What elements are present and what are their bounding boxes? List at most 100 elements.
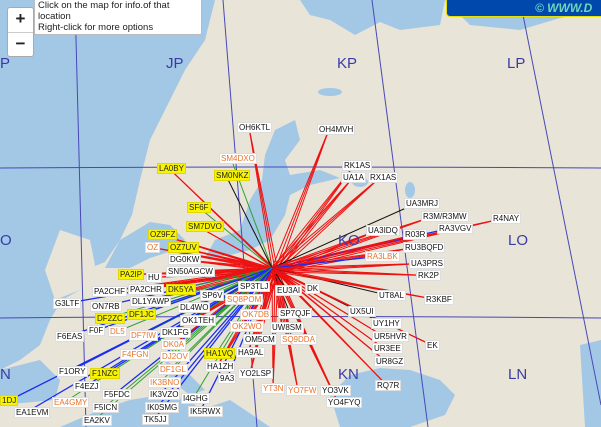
station-label[interactable]: UA1A: [341, 172, 366, 183]
station-label[interactable]: UY1HY: [371, 318, 402, 329]
station-label[interactable]: RU3BQFD: [403, 242, 446, 253]
station-label[interactable]: DG0KW: [168, 254, 202, 265]
station-label[interactable]: OH6KTL: [237, 122, 273, 133]
station-label[interactable]: LA0BY: [157, 163, 186, 174]
station-label[interactable]: DK5YA: [166, 284, 196, 295]
station-label[interactable]: EK: [425, 340, 440, 351]
station-label[interactable]: PA2CHR: [128, 284, 164, 295]
station-label[interactable]: EU3AI: [275, 285, 303, 296]
station-label[interactable]: 9A3: [218, 373, 237, 384]
station-label[interactable]: UR8GZ: [374, 356, 406, 367]
station-label[interactable]: RQ7R: [375, 380, 402, 391]
station-label[interactable]: DL5: [108, 326, 127, 337]
station-label[interactable]: ON7RB: [90, 301, 122, 312]
station-label[interactable]: I4GHG: [181, 393, 210, 404]
station-label[interactable]: F0F: [87, 325, 106, 336]
station-label[interactable]: SN50AGCW: [166, 266, 215, 277]
station-label[interactable]: UR3EE: [372, 343, 403, 354]
station-label[interactable]: OM5CM: [243, 334, 277, 345]
station-label[interactable]: UA3PRS: [409, 258, 446, 269]
station-label[interactable]: R3KBF: [424, 294, 454, 305]
station-label[interactable]: OZ: [145, 242, 161, 253]
station-label[interactable]: YO4FYQ: [326, 397, 363, 408]
station-label[interactable]: F5ICN: [92, 402, 120, 413]
station-label[interactable]: RX1AS: [368, 172, 399, 183]
station-label[interactable]: R03R: [403, 229, 428, 240]
station-label[interactable]: EA2KV: [82, 415, 112, 426]
station-label[interactable]: F1ORY: [57, 366, 88, 377]
station-label[interactable]: OK1TEH: [180, 315, 217, 326]
station-label[interactable]: DL4WO: [178, 302, 211, 313]
station-label[interactable]: OZ7UV: [168, 242, 199, 253]
station-label[interactable]: TK5JJ: [142, 414, 169, 425]
station-label[interactable]: SF6F: [187, 202, 211, 213]
station-label[interactable]: 1DJ: [0, 395, 19, 406]
station-label[interactable]: UA3IDQ: [366, 225, 400, 236]
path-rk2p: [277, 271, 429, 276]
station-label[interactable]: RA3VGV: [437, 223, 474, 234]
station-label[interactable]: DK: [305, 283, 321, 294]
station-label[interactable]: DK0A: [161, 339, 186, 350]
station-label[interactable]: F5FDC: [102, 389, 132, 400]
station-label[interactable]: PA2IP: [118, 269, 145, 280]
station-label[interactable]: YO2LSP: [238, 368, 274, 379]
path-ok7db: [251, 271, 279, 315]
station-label[interactable]: HA9AL: [236, 347, 266, 358]
station-label[interactable]: YO7FW: [286, 385, 319, 396]
station-label[interactable]: UR5HVR: [372, 331, 409, 342]
station-label[interactable]: OK7DB: [240, 309, 272, 320]
grid-label-kn: KN: [338, 366, 359, 383]
station-label[interactable]: EA1EVM: [14, 407, 51, 418]
station-label[interactable]: DF7IW: [129, 330, 158, 341]
station-label[interactable]: SM4DXO: [219, 153, 257, 164]
station-label[interactable]: HU: [146, 272, 162, 283]
station-label[interactable]: F1NZC: [90, 368, 120, 379]
zoom-in-button[interactable]: +: [8, 8, 33, 33]
station-label[interactable]: RK2P: [416, 270, 441, 281]
station-label[interactable]: SP6V: [200, 290, 225, 301]
station-label[interactable]: DK1FG: [160, 327, 191, 338]
station-label[interactable]: F4FGN: [120, 349, 151, 360]
path-ua3mrj: [271, 203, 417, 269]
station-label[interactable]: UX5UI: [348, 306, 376, 317]
station-label[interactable]: R4NAY: [491, 213, 522, 224]
site-banner[interactable]: © WWW.D: [446, 0, 601, 17]
path-ra3lbk: [271, 255, 378, 269]
path-rk1as: [274, 165, 355, 271]
station-label[interactable]: IK0SMG: [145, 402, 180, 413]
station-label[interactable]: DF2ZC: [95, 313, 125, 324]
station-label[interactable]: YT3N: [261, 383, 286, 394]
station-label[interactable]: R3M/R3MW: [421, 211, 469, 222]
station-label[interactable]: DF1GL: [158, 364, 188, 375]
station-label[interactable]: RK1AS: [342, 160, 373, 171]
station-label[interactable]: IK5RWX: [188, 406, 223, 417]
station-label[interactable]: SM7DVO: [186, 221, 224, 232]
station-label[interactable]: UA3MRJ: [404, 198, 441, 209]
station-label[interactable]: RA3LBK: [365, 251, 400, 262]
station-label[interactable]: SM0NKZ: [214, 170, 251, 181]
station-label[interactable]: HA1ZH: [205, 361, 236, 372]
station-label[interactable]: DL1YAWP: [130, 296, 172, 307]
station-label[interactable]: DF1JC: [127, 309, 156, 320]
station-label[interactable]: SQ8POM: [225, 294, 264, 305]
zoom-out-button[interactable]: −: [15, 34, 26, 53]
station-label[interactable]: F4EZJ: [73, 381, 101, 392]
station-label[interactable]: SQ9DDA: [280, 334, 317, 345]
station-label[interactable]: IK3VZO: [148, 389, 181, 400]
station-label[interactable]: F6EAS: [55, 331, 85, 342]
station-label[interactable]: OZ9FZ: [148, 229, 178, 240]
station-label[interactable]: PA2CHF: [92, 286, 127, 297]
station-label[interactable]: OK2WO: [230, 321, 264, 332]
station-label[interactable]: IK3BNO: [148, 377, 182, 388]
station-label[interactable]: UT8AL: [377, 290, 406, 301]
station-label[interactable]: G3LTF: [53, 298, 82, 309]
station-label[interactable]: UW8SM: [270, 322, 304, 333]
station-label[interactable]: YO3VK: [320, 385, 351, 396]
station-label[interactable]: SP3TLJ: [238, 281, 271, 292]
path-ur3ee: [277, 271, 385, 349]
station-label[interactable]: SP7QJF: [278, 308, 313, 319]
station-label[interactable]: HA1VQ: [204, 348, 236, 359]
station-label[interactable]: OH4MVH: [317, 124, 356, 135]
station-label[interactable]: EA4GMY: [52, 397, 90, 408]
station-label[interactable]: DJ2OV: [160, 351, 190, 362]
